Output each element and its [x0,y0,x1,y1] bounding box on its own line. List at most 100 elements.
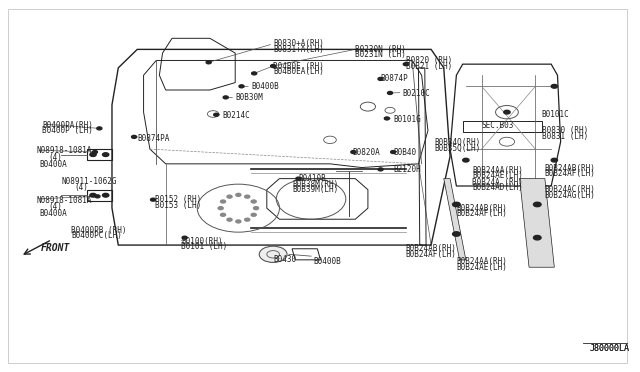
Circle shape [452,202,460,207]
Circle shape [239,85,244,88]
Text: B0400A: B0400A [39,160,67,169]
Circle shape [150,198,156,201]
Circle shape [95,195,100,198]
Circle shape [351,151,356,154]
Text: B0831 (LH): B0831 (LH) [541,132,588,141]
Text: B2120H: B2120H [393,165,421,174]
Circle shape [102,153,109,157]
Text: B0153 (LH): B0153 (LH) [155,201,201,210]
Circle shape [551,158,557,162]
Text: B0B24A (RH): B0B24A (RH) [472,178,523,187]
Text: B0214C: B0214C [223,111,250,121]
Text: B0B34Q(RH): B0B34Q(RH) [435,138,481,147]
Circle shape [534,235,541,240]
Text: B0B30M: B0B30M [236,93,263,102]
Text: B0B39M(LH): B0B39M(LH) [292,185,339,194]
Circle shape [236,193,241,196]
Circle shape [132,135,136,138]
Text: B0B24AC(RH): B0B24AC(RH) [545,185,596,194]
Text: B0830+A(RH): B0830+A(RH) [273,39,324,48]
Text: FRONT: FRONT [40,243,70,253]
Circle shape [390,151,396,154]
Text: B0400PA(RH): B0400PA(RH) [42,121,93,129]
Text: B0101 (LH): B0101 (LH) [182,243,228,251]
Text: (4): (4) [74,183,88,192]
Text: B0B24AB(RH): B0B24AB(RH) [406,244,457,253]
Text: B0400B: B0400B [251,82,279,91]
Circle shape [452,232,460,236]
Circle shape [227,195,232,198]
Circle shape [378,77,383,80]
Circle shape [253,207,259,210]
Text: B0B24AA(RH): B0B24AA(RH) [472,166,523,174]
Polygon shape [444,179,466,260]
Circle shape [259,246,287,262]
Text: B0B24AF(LH): B0B24AF(LH) [545,169,596,178]
Text: B0831+A(LH): B0831+A(LH) [273,45,324,54]
Circle shape [206,61,211,64]
Circle shape [244,195,250,198]
Circle shape [252,72,257,75]
Circle shape [296,177,301,180]
Text: B0400PB (RH): B0400PB (RH) [71,226,127,235]
Text: B0400P (LH): B0400P (LH) [42,126,93,135]
Circle shape [403,62,408,65]
Text: B0B24AE(LH): B0B24AE(LH) [472,171,523,180]
Text: B0B35Q(LH): B0B35Q(LH) [435,144,481,153]
Text: N08911-1062G: N08911-1062G [61,177,117,186]
Text: B0400PC(LH): B0400PC(LH) [71,231,122,240]
Text: B0400B: B0400B [313,257,340,266]
Text: B0210C: B0210C [403,89,431,98]
Text: B0B24AF(LH): B0B24AF(LH) [456,209,508,218]
Circle shape [251,200,256,203]
Text: B0874PA: B0874PA [137,134,170,142]
Circle shape [227,218,232,221]
Circle shape [182,236,187,239]
Text: B0B21 (LH): B0B21 (LH) [406,61,452,71]
Text: SEC.B03: SEC.B03 [482,121,514,129]
Polygon shape [520,179,554,267]
Circle shape [218,207,223,210]
Circle shape [90,193,96,197]
Circle shape [221,200,225,203]
Text: B0874P: B0874P [381,74,408,83]
Text: B0830 (RH): B0830 (RH) [541,126,588,135]
Circle shape [385,117,389,120]
Text: B0B24AB(RH): B0B24AB(RH) [545,164,596,173]
Text: B0152 (RH): B0152 (RH) [155,195,201,204]
Circle shape [504,110,510,114]
Text: B04B0E (RH): B04B0E (RH) [273,61,324,71]
Text: B0400A: B0400A [39,209,67,218]
Circle shape [97,127,102,130]
Circle shape [271,64,276,67]
Circle shape [244,218,250,221]
Text: B0100(RH): B0100(RH) [182,237,223,246]
Circle shape [214,113,219,116]
Text: B0410B: B0410B [298,174,326,183]
Text: B0231N (LH): B0231N (LH) [355,51,406,60]
Circle shape [251,213,256,216]
Text: B0B40: B0B40 [393,148,416,157]
Text: N08918-1081A: N08918-1081A [36,196,92,205]
Text: B0B24AE(LH): B0B24AE(LH) [456,263,508,272]
Circle shape [551,84,557,88]
Circle shape [221,213,225,216]
Text: N08918-1081A: N08918-1081A [36,147,92,155]
Text: B0B24AG(LH): B0B24AG(LH) [545,191,596,200]
Circle shape [236,220,241,223]
Text: (4): (4) [49,153,63,162]
Text: B0820 (RH): B0820 (RH) [406,56,452,65]
Circle shape [534,202,541,207]
Text: B0820A: B0820A [352,148,380,157]
Circle shape [102,193,109,197]
Text: B0B38M(RH): B0B38M(RH) [292,180,339,189]
Text: J80000LA: J80000LA [589,344,629,353]
Text: B0B24AA(RH): B0B24AA(RH) [456,257,508,266]
Text: B0B24AB(RH): B0B24AB(RH) [456,203,508,213]
Text: B0101G: B0101G [393,115,421,124]
Text: J80000LA: J80000LA [589,344,629,353]
Circle shape [463,158,469,162]
Text: (4): (4) [49,202,63,211]
Circle shape [90,153,96,157]
Circle shape [387,92,392,94]
